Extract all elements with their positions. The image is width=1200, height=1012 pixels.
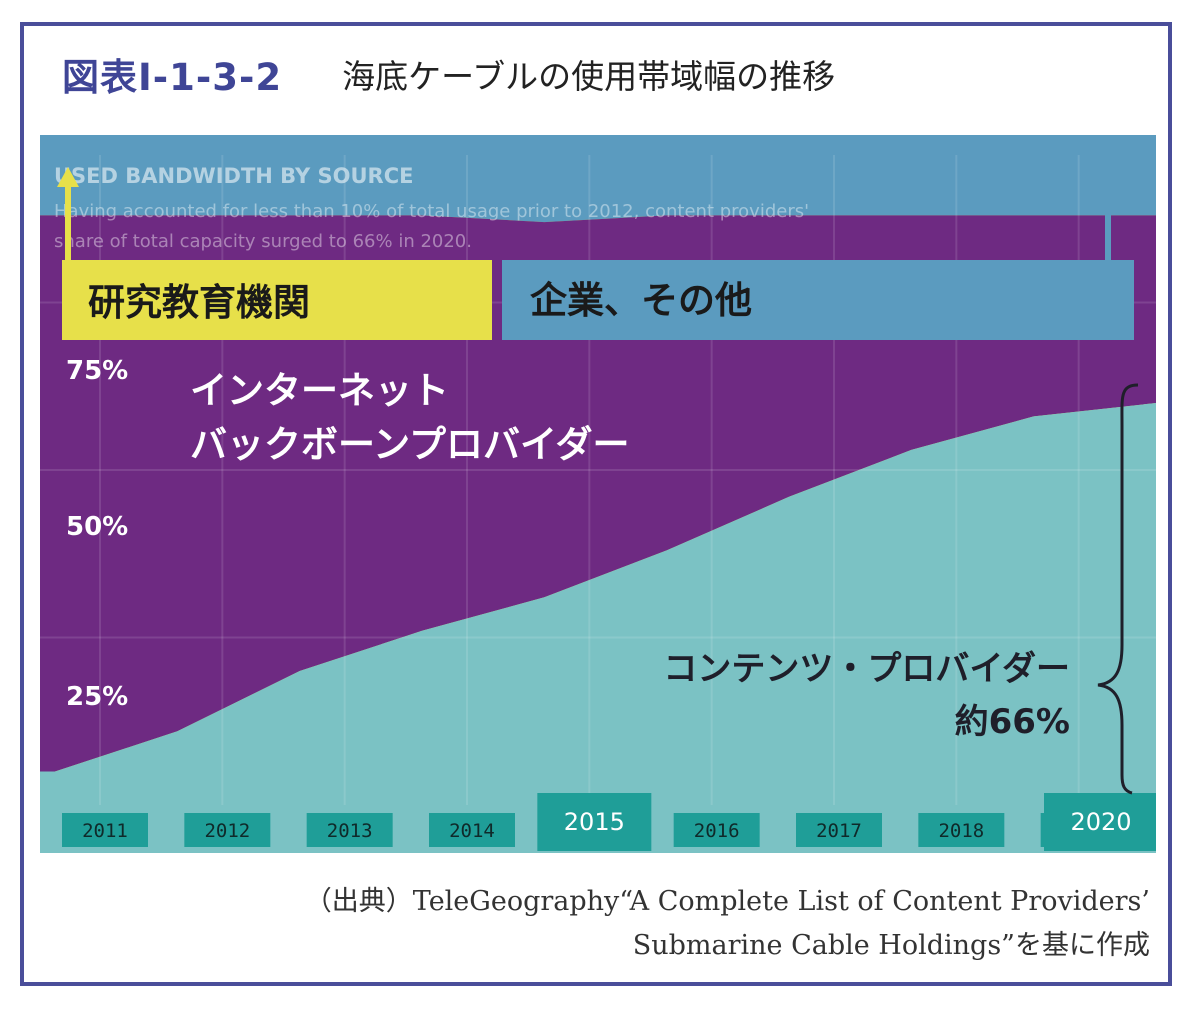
source-line-2: Submarine Cable Holdings”を基に作成: [632, 930, 1150, 961]
x-tick-box-2017: [796, 813, 882, 847]
x-tick-label-2013: 2013: [327, 820, 373, 842]
arrow-enterprise: [1097, 185, 1119, 261]
x-tick-2014: 2014: [429, 813, 515, 847]
enterprise-label-box: [502, 260, 1134, 340]
source-line-1: （出典）TeleGeography“A Complete List of Con…: [304, 886, 1150, 917]
arrow-enterprise-head: [1097, 185, 1119, 205]
y-tick-label-2: 75%: [66, 356, 128, 386]
x-tick-box-2013: [306, 813, 393, 847]
research-label: 研究教育機関: [88, 281, 310, 324]
x-tick-2016: 2016: [673, 813, 760, 847]
x-tick-2013: 2013: [306, 813, 393, 847]
isp-label-line-2: バックボーンプロバイダー: [190, 423, 630, 466]
series-area-0: [40, 403, 1156, 805]
y-tick-label-1: 50%: [66, 512, 128, 542]
x-tick-box-2015: [537, 793, 652, 851]
content-share-label: 約66%: [955, 702, 1070, 742]
x-tick-label-2020: 2020: [1070, 808, 1131, 836]
x-tick-2012: 2012: [184, 813, 271, 847]
enterprise-label: 企業、その他: [530, 279, 752, 322]
x-tick-label-2016: 2016: [694, 820, 740, 842]
figure-title: 図表Ⅰ-1-3-2 海底ケーブルの使用帯域幅の推移: [62, 48, 835, 100]
chart-subtitle-0: Having accounted for less than 10% of to…: [54, 201, 809, 222]
bandwidth-chart: USED BANDWIDTH BY SOURCE Having accounted…: [40, 135, 1156, 853]
y-tick-label-0: 25%: [66, 682, 128, 712]
isp-label-line-1: インターネット: [190, 369, 449, 412]
content-provider-label: コンテンツ・プロバイダー: [663, 649, 1070, 689]
x-tick-box-2016: [673, 813, 760, 847]
x-tick-box-2014: [429, 813, 515, 847]
research-label-box: [62, 260, 492, 340]
chart-subtitle-1: share of total capacity surged to 66% in…: [54, 231, 472, 252]
x-tick-2018: 2018: [918, 813, 1005, 847]
arrow-research: [57, 167, 79, 261]
series-area-1: [40, 215, 1156, 772]
x-tick-label-2018: 2018: [938, 820, 984, 842]
x-tick-box-2018: [918, 813, 1005, 847]
chart-header: USED BANDWIDTH BY SOURCE: [54, 164, 413, 188]
figure-number: 図表Ⅰ-1-3-2: [62, 56, 283, 99]
x-tick-2011: 2011: [62, 813, 148, 847]
x-tick-label-2015: 2015: [564, 808, 625, 836]
x-tick-box-2011: [62, 813, 148, 847]
x-tick-box-2012: [184, 813, 271, 847]
x-tick-box-2020: [1044, 793, 1156, 851]
figure-caption: 海底ケーブルの使用帯域幅の推移: [342, 57, 836, 96]
series-area-2: [40, 135, 1156, 223]
x-tick-2020: 2020: [1044, 793, 1156, 851]
arrow-research-head: [57, 167, 79, 187]
content-share-brace: [1097, 383, 1139, 795]
source-note: （出典）TeleGeography“A Complete List of Con…: [305, 880, 1150, 968]
x-tick-2017: 2017: [796, 813, 882, 847]
x-tick-2015: 2015: [537, 793, 652, 851]
x-tick-label-2011: 2011: [82, 820, 128, 842]
x-tick-label-2012: 2012: [204, 820, 250, 842]
x-tick-label-2017: 2017: [816, 820, 862, 842]
x-tick-label-2014: 2014: [449, 820, 495, 842]
